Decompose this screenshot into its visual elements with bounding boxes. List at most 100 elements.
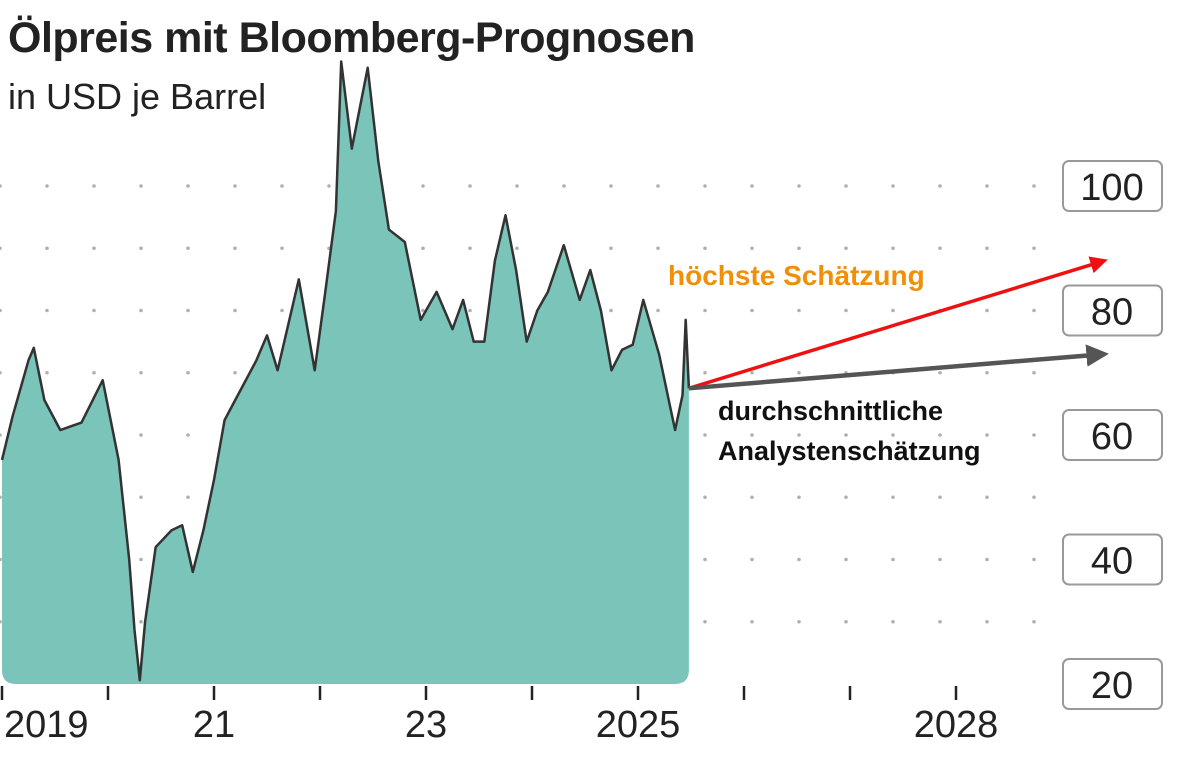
grid-dot (515, 184, 519, 188)
grid-dot (844, 619, 848, 624)
grid-dot (938, 246, 942, 251)
y-tick-box (1062, 533, 1163, 586)
grid-dot (421, 184, 425, 188)
grid-dot (750, 370, 754, 375)
x-tick-label: 2019 (4, 704, 89, 746)
price-line (0, 60, 691, 682)
grid-dot (891, 619, 895, 624)
grid-dot (985, 619, 989, 624)
grid-dot (186, 370, 190, 375)
grid-dot (139, 433, 143, 437)
grid-dot (703, 619, 707, 624)
grid-dot (844, 184, 848, 188)
grid-dot (703, 370, 707, 375)
y-tick-box (1062, 284, 1163, 337)
grid-dot (844, 495, 848, 500)
grid-dot (656, 308, 660, 313)
grid-dot (938, 370, 942, 375)
grid-dot (233, 308, 237, 313)
grid-dot (609, 308, 613, 313)
grid-dot (938, 495, 942, 500)
grid-dot (1032, 246, 1036, 251)
forecast-group: höchste Schätzung durchschnittliche Analys… (668, 256, 1109, 466)
grid-dot (562, 184, 566, 188)
chart-title: Ölpreis mit Bloomberg-Prognosen (8, 14, 695, 62)
grid-dot (844, 557, 848, 562)
grid-dot (750, 308, 754, 313)
grid-dot (844, 246, 848, 251)
grid-dot (139, 370, 143, 375)
average-estimate-arrow (688, 344, 1109, 391)
grid-dot (139, 495, 143, 500)
chart-subtitle: in USD je Barrel (8, 76, 267, 117)
grid-dot (139, 246, 143, 251)
price-area-group (0, 60, 691, 684)
average-estimate-label: durchschnittliche (718, 396, 943, 426)
grid-dot (891, 495, 895, 500)
grid-dot (797, 370, 801, 375)
grid-dot (0, 619, 2, 624)
grid-dot (45, 246, 49, 251)
grid-dot (985, 246, 989, 251)
grid-dot (750, 246, 754, 251)
grid-dot (280, 246, 284, 251)
grid-dot (750, 184, 754, 188)
grid-dot (139, 308, 143, 313)
grid-dot (750, 433, 754, 437)
price-area (2, 61, 689, 684)
grid-dot (0, 308, 2, 313)
grid-dot (703, 557, 707, 562)
grid-dot (139, 557, 143, 562)
grid-dot (985, 308, 989, 313)
grid-dot (186, 433, 190, 437)
grid-dot (750, 557, 754, 562)
grid-dot (985, 495, 989, 500)
x-tick-label: 2028 (914, 704, 999, 746)
grid-dot (0, 370, 2, 375)
average-estimate-label: Analystenschätzung (718, 436, 981, 466)
grid-dot (891, 433, 895, 437)
grid-dot (797, 433, 801, 437)
x-tick-label: 2025 (596, 704, 681, 746)
grid-dot (797, 557, 801, 562)
grid-dot (703, 184, 707, 188)
grid-dot (139, 184, 143, 188)
grid-dot (985, 184, 989, 188)
grid-dot (703, 246, 707, 251)
grid-dot (609, 184, 613, 188)
grid-dot (844, 308, 848, 313)
y-tick-box (1062, 160, 1163, 212)
grid-dot (0, 246, 2, 251)
grid-dot (45, 308, 49, 313)
grid-dot (703, 495, 707, 500)
grid-dot (938, 619, 942, 624)
x-tick-label: 23 (405, 704, 447, 746)
grid-dot (609, 246, 613, 251)
grid-dot (0, 433, 2, 437)
grid-dot (1032, 619, 1036, 624)
grid-dot (938, 557, 942, 562)
grid-dot (656, 184, 660, 188)
grid-dot (468, 184, 472, 188)
grid-dot (186, 495, 190, 500)
grid-dot (797, 495, 801, 500)
grid-dot (891, 184, 895, 188)
grid-dot (233, 184, 237, 188)
grid-dot (92, 370, 96, 375)
grid-dot (327, 184, 331, 188)
y-tick-label: 100 (1080, 167, 1143, 209)
grid-dot (1032, 557, 1036, 562)
grid-dot (1032, 308, 1036, 313)
grid-dot (186, 246, 190, 251)
x-tick-label: 21 (193, 704, 235, 746)
grid-dot (139, 619, 143, 624)
grid-dot (891, 308, 895, 313)
grid-dot (1032, 433, 1036, 437)
grid-dot (891, 557, 895, 562)
y-tick-label: 60 (1091, 416, 1133, 458)
grid-dot (45, 184, 49, 188)
grid-dot (797, 246, 801, 251)
grid-dot (233, 370, 237, 375)
grid-dot (656, 246, 660, 251)
grid-dot (515, 246, 519, 251)
